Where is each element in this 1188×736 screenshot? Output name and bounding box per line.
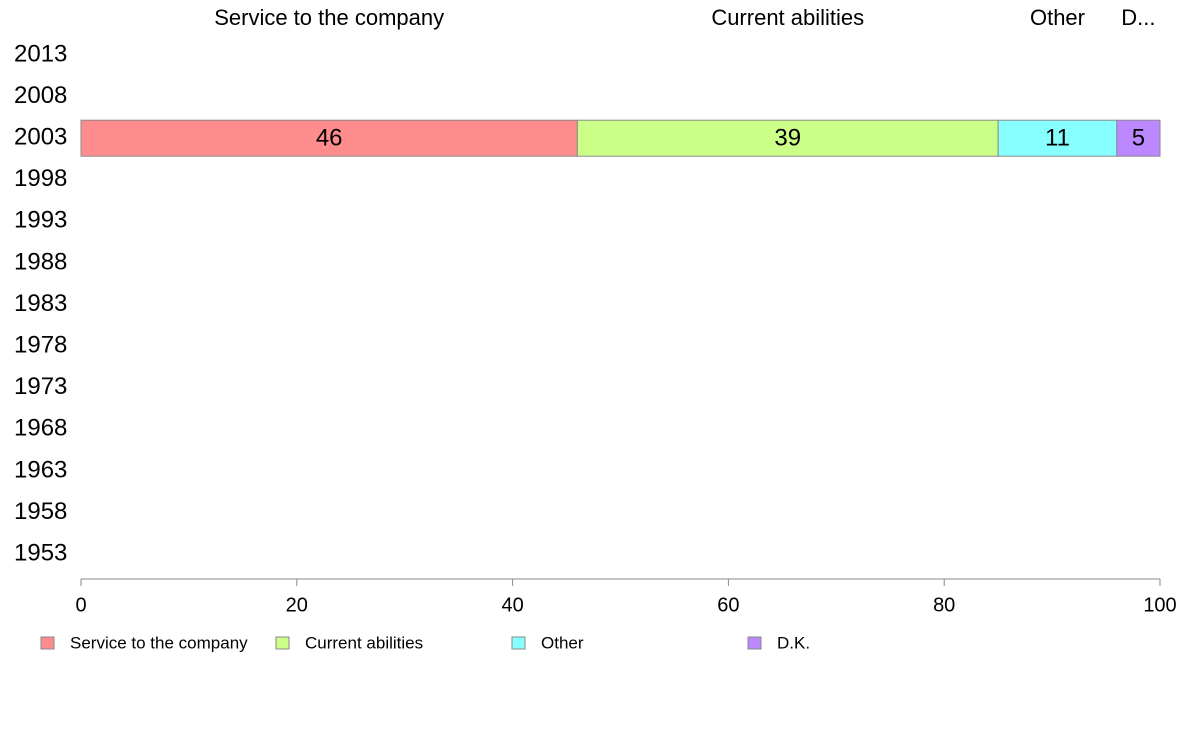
data-label-2003-series-4: 5 (1132, 125, 1145, 152)
legend: Service to the company Current abilities O… (40, 633, 810, 652)
y-tick-label-2008: 2008 (14, 82, 67, 109)
x-tick-label-60: 60 (717, 594, 739, 616)
legend-swatch-2 (275, 636, 290, 650)
bar-2003-series-4 (1116, 119, 1161, 157)
segment-headers: Service to the company Current abilities O… (214, 5, 1155, 30)
y-tick-label-1953: 1953 (14, 540, 67, 567)
y-tick-label-1963: 1963 (14, 456, 67, 483)
y-tick-label-1983: 1983 (14, 290, 67, 317)
y-tick-label-1998: 1998 (14, 165, 67, 192)
segment-header-2: Current abilities (711, 5, 864, 30)
bar-2003-series-2 (576, 119, 999, 157)
legend-label-1: Service to the company (70, 633, 248, 652)
y-tick-label-1978: 1978 (14, 332, 67, 359)
y-tick-label-1993: 1993 (14, 207, 67, 234)
bars (80, 119, 1161, 157)
x-tick-label-0: 0 (75, 594, 86, 616)
data-labels: 46 39 11 5 (316, 125, 1145, 152)
y-tick-label-1988: 1988 (14, 248, 67, 275)
x-axis: 0 20 40 60 80 100 (75, 578, 1177, 616)
data-label-2003-series-1: 46 (316, 125, 343, 152)
segment-header-1: Service to the company (214, 5, 444, 30)
x-tick-label-20: 20 (286, 594, 308, 616)
data-label-2003-series-3: 11 (1045, 125, 1070, 152)
legend-label-2: Current abilities (305, 633, 423, 652)
bar-2003-series-3 (997, 119, 1118, 157)
y-tick-label-1958: 1958 (14, 498, 67, 525)
legend-swatch-4 (747, 636, 762, 650)
y-tick-label-2013: 2013 (14, 40, 67, 67)
legend-label-4: D.K. (777, 633, 810, 652)
x-tick-label-40: 40 (501, 594, 523, 616)
legend-label-3: Other (541, 633, 584, 652)
segment-header-4: D... (1121, 5, 1155, 30)
segment-header-3: Other (1030, 5, 1085, 30)
y-axis: 2013 2008 2003 1998 1993 1988 1983 1978 1973 1968… (14, 40, 67, 566)
legend-swatch-3 (511, 636, 526, 650)
y-tick-label-1968: 1968 (14, 415, 67, 442)
y-tick-label-2003: 2003 (14, 124, 67, 151)
bar-2003-series-1 (80, 119, 578, 157)
y-tick-label-1973: 1973 (14, 373, 67, 400)
x-tick-label-100: 100 (1143, 594, 1176, 616)
legend-swatch-1 (40, 636, 55, 650)
x-tick-label-80: 80 (933, 594, 955, 616)
data-label-2003-series-2: 39 (774, 125, 801, 152)
